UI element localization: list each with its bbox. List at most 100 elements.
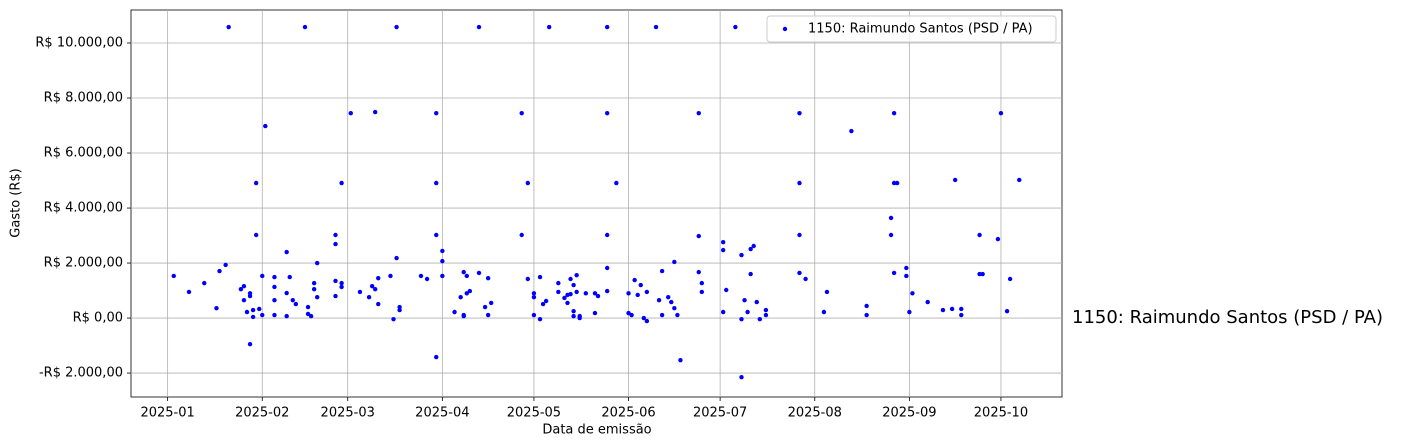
point: [424, 276, 430, 282]
point: [519, 232, 524, 238]
point: [452, 309, 457, 315]
point: [217, 268, 222, 274]
y-tick-label: R$ 0,00: [73, 311, 123, 326]
point: [751, 243, 756, 249]
x-tick-label: 2025-02: [235, 406, 289, 421]
point: [1007, 276, 1013, 282]
point: [742, 297, 747, 303]
point: [272, 312, 277, 318]
point: [959, 312, 964, 318]
point: [583, 291, 589, 296]
point: [308, 313, 314, 319]
point: [699, 280, 705, 286]
point: [171, 273, 176, 279]
x-axis-label: Data de emissão: [542, 423, 651, 438]
point: [659, 268, 665, 274]
point: [696, 110, 701, 116]
point: [675, 312, 680, 318]
point: [980, 271, 985, 277]
point: [253, 180, 259, 186]
x-tick-label: 2025-08: [788, 406, 842, 421]
point: [186, 289, 192, 295]
point: [604, 110, 610, 116]
point: [394, 255, 399, 261]
point: [739, 374, 744, 380]
point: [904, 265, 909, 271]
point: [1004, 308, 1010, 314]
x-tick-label: 2025-09: [882, 406, 936, 421]
point: [290, 297, 295, 303]
point: [568, 291, 573, 297]
point: [434, 180, 439, 186]
point: [247, 341, 253, 347]
point: [241, 283, 247, 289]
point: [699, 289, 705, 295]
point: [577, 315, 582, 321]
point: [214, 305, 219, 311]
point: [849, 128, 854, 134]
point: [629, 312, 634, 318]
y-tick-label: R$ 6.000,00: [44, 146, 123, 161]
point: [372, 286, 378, 292]
point: [952, 177, 958, 183]
point: [284, 249, 289, 255]
point: [949, 306, 955, 312]
point: [369, 283, 375, 289]
point: [754, 299, 759, 305]
point: [287, 274, 292, 280]
point: [641, 315, 647, 321]
point: [253, 232, 259, 238]
point: [907, 309, 912, 315]
point: [357, 289, 363, 295]
point: [632, 277, 637, 283]
point: [739, 316, 744, 322]
point: [891, 180, 897, 186]
point: [348, 110, 353, 116]
point: [260, 273, 265, 279]
point: [891, 270, 897, 276]
point: [574, 289, 579, 295]
point: [272, 274, 277, 280]
point: [434, 354, 439, 360]
point: [461, 269, 466, 275]
point: [464, 273, 469, 279]
point: [797, 270, 802, 276]
point: [635, 292, 640, 298]
point: [720, 247, 726, 253]
point: [904, 273, 909, 279]
point: [891, 110, 897, 116]
x-tick-label: 2025-05: [507, 406, 561, 421]
y-tick-label: R$ 8.000,00: [44, 91, 123, 106]
point: [284, 290, 289, 296]
y-axis-label: Gasto (R$): [9, 168, 24, 237]
point: [458, 294, 463, 300]
point: [748, 271, 753, 277]
point: [476, 270, 482, 276]
point: [571, 308, 576, 314]
x-tick-label: 2025-07: [693, 406, 747, 421]
point: [302, 24, 308, 30]
point: [311, 286, 317, 292]
point: [525, 276, 531, 282]
point: [546, 24, 552, 30]
point: [376, 301, 381, 307]
point: [659, 312, 665, 318]
point: [925, 299, 930, 305]
x-tick-label: 2025-10: [974, 406, 1028, 421]
point: [333, 278, 338, 284]
point: [485, 275, 491, 281]
point: [940, 307, 946, 313]
point: [440, 273, 445, 279]
point: [592, 310, 598, 316]
point: [595, 293, 601, 299]
point: [604, 24, 610, 30]
point: [372, 109, 378, 115]
point: [696, 269, 701, 275]
x-tick-label: 2025-01: [140, 406, 194, 421]
point: [644, 318, 650, 324]
point: [531, 294, 537, 300]
plot-frame: [130, 9, 1063, 398]
point: [376, 275, 381, 281]
point: [653, 24, 659, 30]
point: [293, 301, 299, 307]
